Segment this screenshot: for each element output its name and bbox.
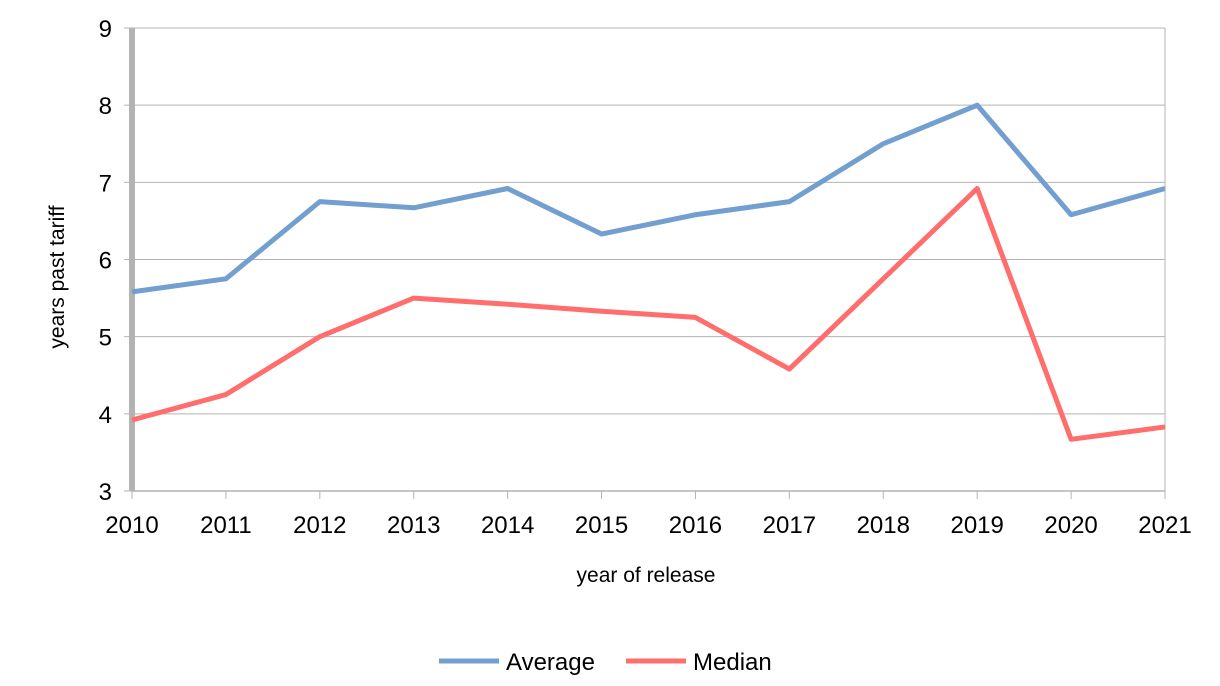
x-tick-label: 2013 <box>387 512 440 539</box>
x-tick-label: 2019 <box>950 512 1003 539</box>
y-tick-label: 9 <box>99 16 112 43</box>
series-lines <box>131 102 1166 442</box>
y-tick-label: 3 <box>99 479 112 506</box>
legend-label-median: Median <box>693 649 772 676</box>
y-tick-label: 4 <box>99 402 112 429</box>
axes <box>124 27 1166 499</box>
x-tick-label: 2010 <box>105 512 158 539</box>
gridlines <box>132 27 1166 491</box>
legend: Average Median <box>439 649 772 676</box>
x-tick-label: 2016 <box>669 512 722 539</box>
y-tick-label: 6 <box>99 248 112 275</box>
y-axis-title: years past tariff <box>46 205 69 348</box>
series-line-median <box>131 186 1166 442</box>
x-tick-label: 2021 <box>1138 512 1191 539</box>
x-tick-label: 2017 <box>763 512 816 539</box>
x-tick-label: 2012 <box>293 512 346 539</box>
x-tick-labels: 2010 2011 2012 2013 2014 2015 2016 2017 2018 2019… <box>105 512 1191 539</box>
y-tick-label: 8 <box>99 93 112 120</box>
x-tick-label: 2011 <box>200 512 252 539</box>
x-tick-label: 2018 <box>857 512 910 539</box>
legend-label-average: Average <box>506 649 595 676</box>
y-tick-label: 5 <box>99 325 112 352</box>
series-line-average <box>131 102 1166 295</box>
x-tick-label: 2020 <box>1044 512 1097 539</box>
y-tick-labels: 3 4 5 6 7 8 9 <box>99 16 112 506</box>
y-tick-label: 7 <box>99 170 112 197</box>
x-axis-title: year of release <box>577 564 716 587</box>
x-tick-label: 2015 <box>575 512 628 539</box>
x-tick-label: 2014 <box>481 512 534 539</box>
